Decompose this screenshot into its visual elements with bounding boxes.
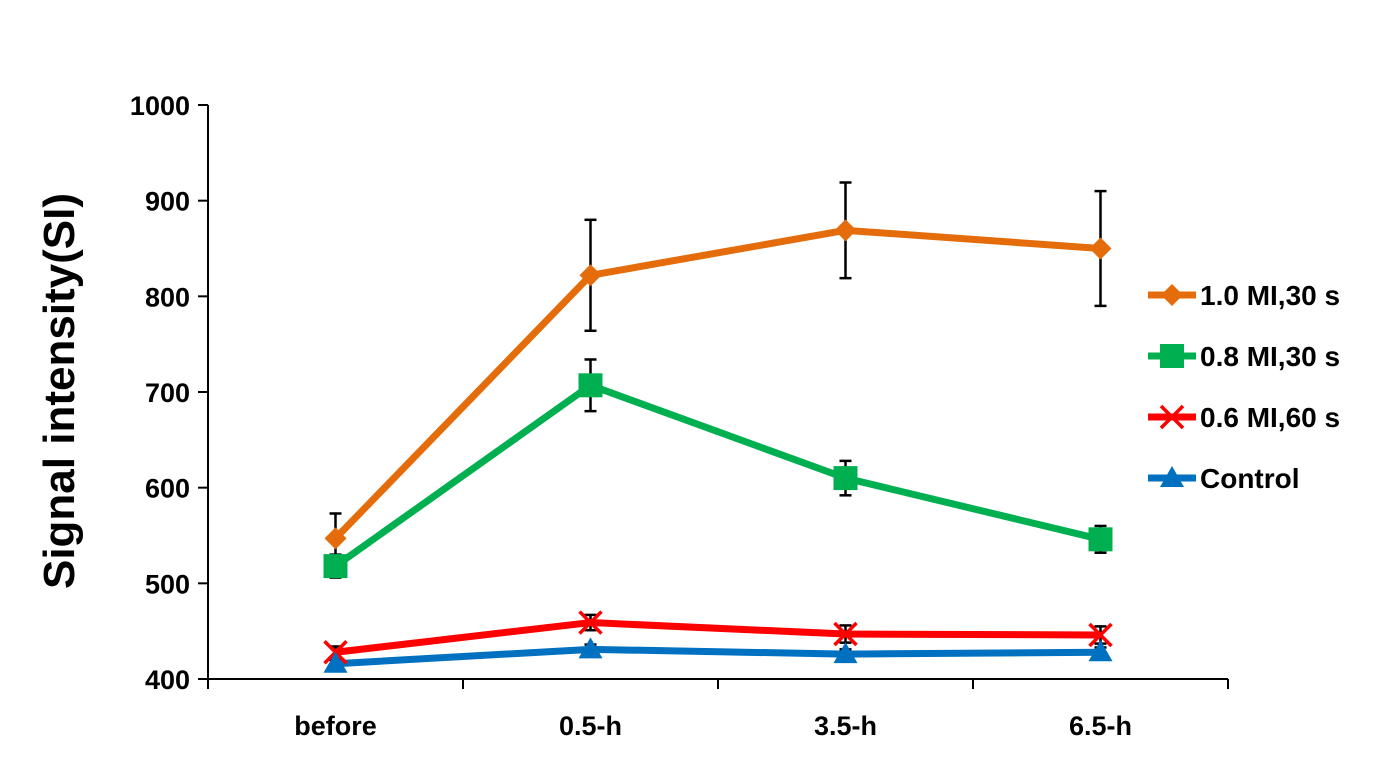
series-line [332, 226, 1101, 541]
data-point [1088, 640, 1113, 662]
data-point [1089, 237, 1112, 260]
data-point [323, 554, 348, 579]
x-tick-label: 6.5-h [1069, 711, 1132, 741]
series-line [333, 381, 1102, 569]
data-point [833, 642, 858, 664]
legend-item: 0.8 MI,30 s [1148, 341, 1340, 372]
data-point [833, 466, 858, 491]
y-tick-label: 1000 [130, 91, 190, 121]
legend-marker [1160, 466, 1184, 487]
x-tick-label: 3.5-h [814, 711, 877, 741]
legend-marker [1161, 284, 1183, 306]
x-tick-label: 0.5-h [559, 711, 622, 741]
data-point [833, 621, 858, 647]
series-line [335, 619, 1101, 656]
legend: 1.0 MI,30 s 0.8 MI,30 s 0.6 MI,60 s Control [1148, 280, 1340, 494]
data-point [834, 219, 857, 242]
legend-item: 0.6 MI,60 s [1148, 402, 1340, 433]
data-point [578, 373, 603, 398]
y-tick-label: 700 [145, 378, 190, 408]
y-tick-label: 500 [145, 569, 190, 599]
legend-marker [1159, 404, 1185, 430]
series-lines [332, 226, 1102, 668]
data-point [323, 651, 348, 673]
legend-label: 1.0 MI,30 s [1200, 280, 1340, 311]
series-markers [323, 219, 1113, 673]
legend-label: Control [1200, 463, 1300, 494]
x-tick-label: before [294, 711, 377, 741]
data-point [1088, 622, 1113, 648]
series-line [335, 645, 1101, 668]
data-point [1088, 527, 1113, 552]
axes: 400 500 600 700 800 900 1000 before 0.5-h 3.5-h 6.… [130, 91, 1229, 741]
y-axis-label: Signal intensity(SI) [35, 193, 84, 589]
legend-label: 0.6 MI,60 s [1200, 402, 1340, 433]
legend-label: 0.8 MI,30 s [1200, 341, 1340, 372]
y-tick-label: 800 [145, 282, 190, 312]
data-point [578, 637, 603, 659]
y-tick-label: 600 [145, 474, 190, 504]
y-tick-label: 400 [145, 665, 190, 695]
data-point [324, 527, 347, 550]
legend-item: Control [1148, 463, 1300, 494]
y-tick-label: 900 [145, 187, 190, 217]
data-point [578, 610, 603, 635]
legend-marker [1160, 344, 1184, 368]
legend-item: 1.0 MI,30 s [1148, 280, 1340, 311]
data-point [579, 264, 602, 287]
